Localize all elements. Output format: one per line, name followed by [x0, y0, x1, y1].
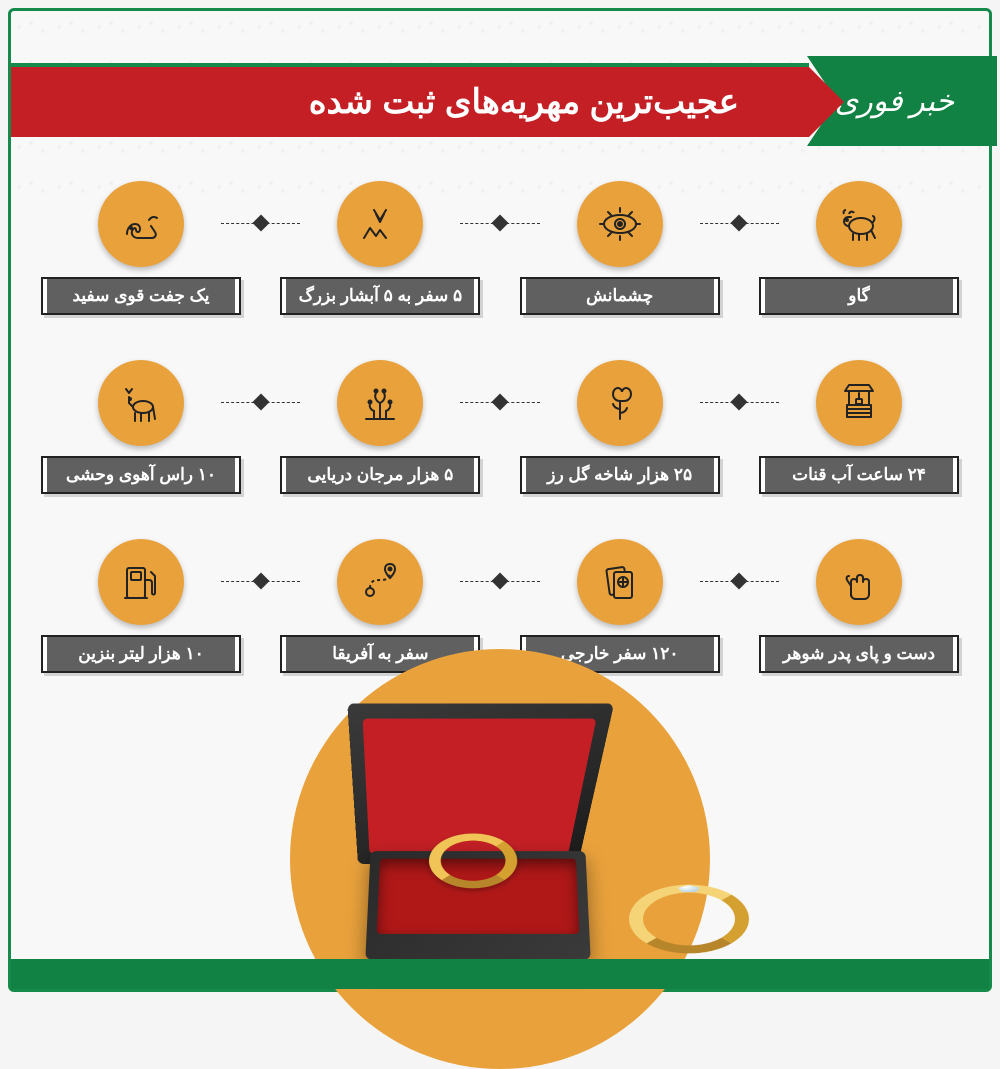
label: ۵ سفر به ۵ آبشار بزرگ: [299, 286, 463, 306]
row-3: ۱۰ هزار لیتر بنزین سفر به آفریقا ۱۲۰ سفر…: [41, 539, 959, 673]
infographic-frame: خبر فوری عجیب‌ترین مهریه‌های ثبت شده یک …: [8, 8, 992, 992]
label: سفر به آفریقا: [332, 644, 428, 664]
item-passport: ۱۲۰ سفر خارجی: [520, 539, 720, 673]
swan-icon: [98, 181, 184, 267]
item-fuel: ۱۰ هزار لیتر بنزین: [41, 539, 241, 673]
label: ۱۲۰ سفر خارجی: [561, 644, 679, 664]
connector: [480, 581, 519, 583]
cow-icon: [816, 181, 902, 267]
rose-icon: [577, 360, 663, 446]
row-1: یک جفت قوی سفید ۵ سفر به ۵ آبشار بزرگ چش…: [41, 181, 959, 315]
eye-icon: [577, 181, 663, 267]
connector: [241, 223, 280, 225]
label: ۱۰ راس آهوی وحشی: [66, 465, 216, 485]
title-bar: عجیب‌ترین مهریه‌های ثبت شده: [11, 67, 809, 137]
footer-illustration: [11, 689, 989, 989]
item-route: سفر به آفریقا: [280, 539, 480, 673]
ring-box: [368, 849, 588, 959]
waterfall-icon: [337, 181, 423, 267]
connector: [241, 581, 280, 583]
item-well: ۲۴ ساعت آب قنات: [759, 360, 959, 494]
label: ۲۴ ساعت آب قنات: [792, 465, 926, 485]
item-swan: یک جفت قوی سفید: [41, 181, 241, 315]
connector: [720, 581, 759, 583]
ground-bar: [11, 959, 989, 989]
connector: [480, 223, 519, 225]
logo-text: خبر فوری: [835, 84, 954, 119]
label: دست و پای پدر شوهر: [783, 644, 935, 664]
label: ۲۵ هزار شاخه گل رز: [547, 465, 692, 485]
item-eye: چشمانش: [520, 181, 720, 315]
label: ۵ هزار مرجان دریایی: [307, 465, 453, 485]
map-route-icon: [337, 539, 423, 625]
item-deer: ۱۰ راس آهوی وحشی: [41, 360, 241, 494]
item-hands: دست و پای پدر شوهر: [759, 539, 959, 673]
coral-icon: [337, 360, 423, 446]
label: یک جفت قوی سفید: [73, 286, 210, 306]
hands-icon: [816, 539, 902, 625]
label: گاو: [848, 286, 869, 306]
connector: [720, 223, 759, 225]
items-grid: یک جفت قوی سفید ۵ سفر به ۵ آبشار بزرگ چش…: [41, 181, 959, 718]
well-icon: [816, 360, 902, 446]
connector: [480, 402, 519, 404]
passport-icon: [577, 539, 663, 625]
connector: [241, 402, 280, 404]
item-rose: ۲۵ هزار شاخه گل رز: [520, 360, 720, 494]
label: ۱۰ هزار لیتر بنزین: [78, 644, 203, 664]
label: چشمانش: [586, 286, 653, 306]
header: خبر فوری عجیب‌ترین مهریه‌های ثبت شده: [11, 11, 989, 131]
item-coral: ۵ هزار مرجان دریایی: [280, 360, 480, 494]
item-cow: گاو: [759, 181, 959, 315]
item-waterfall: ۵ سفر به ۵ آبشار بزرگ: [280, 181, 480, 315]
diamond-ring: [629, 885, 749, 954]
page-title: عجیب‌ترین مهریه‌های ثبت شده: [309, 82, 739, 122]
deer-icon: [98, 360, 184, 446]
connector: [720, 402, 759, 404]
fuel-icon: [98, 539, 184, 625]
row-2: ۱۰ راس آهوی وحشی ۵ هزار مرجان دریایی ۲۵ …: [41, 360, 959, 494]
